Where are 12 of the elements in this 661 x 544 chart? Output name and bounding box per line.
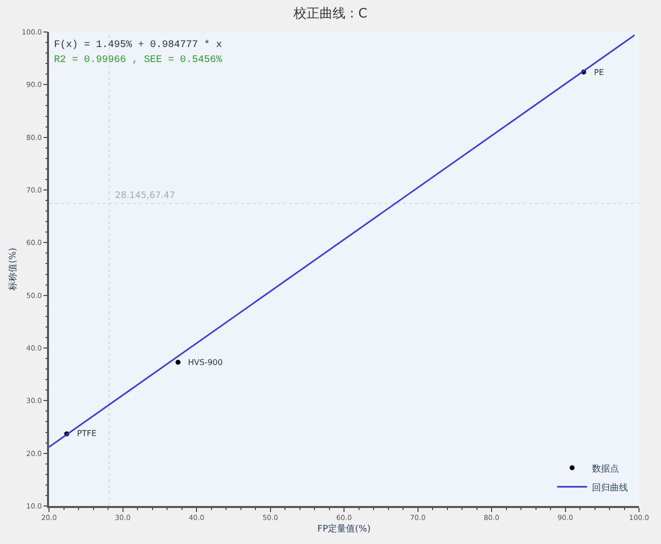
x-axis-title: FP定量值(%) xyxy=(317,523,371,534)
annotation: PE xyxy=(594,68,604,77)
y-axis-title: 标称值(%) xyxy=(8,248,19,292)
annotation: 28.145,67.47 xyxy=(115,191,176,201)
chart-title: 校正曲线 : C xyxy=(292,6,368,22)
legend-label: 数据点 xyxy=(592,463,620,474)
annotation: HVS-900 xyxy=(188,358,223,367)
annotation: F(x) = 1.495% + 0.984777 * x xyxy=(54,39,222,51)
point xyxy=(176,360,181,365)
annotation: R2 = 0.99966 , SEE = 0.5456% xyxy=(54,55,222,66)
legend-label: 回归曲线 xyxy=(592,482,628,494)
annotation: PTFE xyxy=(77,429,96,438)
